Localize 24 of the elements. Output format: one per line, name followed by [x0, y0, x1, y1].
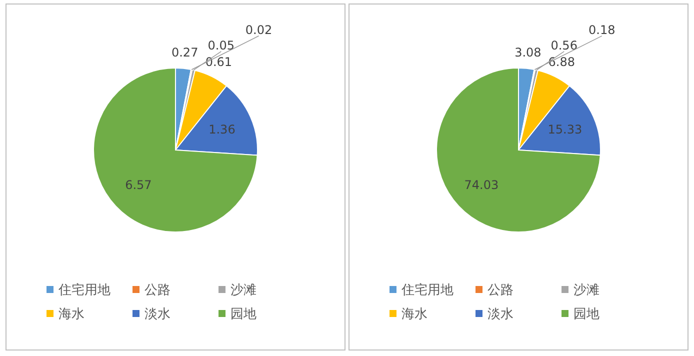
legend-label: 园地 — [230, 307, 256, 322]
legend-label: 公路 — [144, 283, 170, 298]
legend-label: 沙滩 — [574, 283, 600, 298]
legend-label: 住宅用地 — [58, 282, 110, 298]
data-label: 0.61 — [205, 55, 232, 70]
legend-label: 公路 — [488, 283, 514, 298]
data-label: 3.08 — [514, 45, 542, 60]
data-label: 0.27 — [171, 45, 198, 60]
data-label: 0.02 — [245, 22, 272, 37]
data-label: 1.36 — [208, 122, 236, 136]
data-label: 74.03 — [464, 178, 499, 192]
legend-label: 海水 — [58, 307, 84, 322]
legend-label: 海水 — [402, 307, 428, 322]
data-label: 15.33 — [548, 122, 582, 136]
legend-label: 淡水 — [144, 307, 170, 322]
data-label: 0.56 — [550, 38, 578, 52]
data-label: 6.57 — [125, 178, 152, 192]
legend-label: 住宅用地 — [400, 282, 454, 298]
legend-label: 沙滩 — [230, 283, 256, 298]
data-label: 6.88 — [548, 55, 576, 70]
data-label: 0.18 — [588, 22, 616, 37]
legend-label: 园地 — [574, 307, 600, 322]
legend-label: 淡水 — [488, 307, 514, 322]
data-label: 0.05 — [208, 38, 235, 52]
